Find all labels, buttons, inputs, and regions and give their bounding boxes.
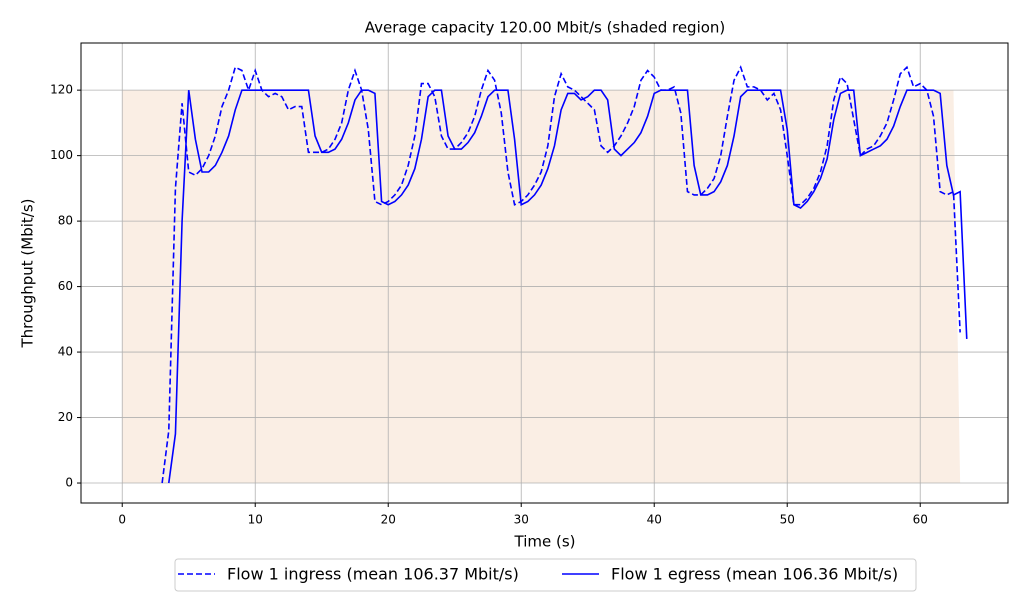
y-tick-label: 20: [58, 410, 73, 424]
x-axis-label: Time (s): [514, 533, 576, 551]
line: [161, 65, 961, 484]
legend-box: [174, 558, 917, 592]
x-tick-label: 10: [248, 513, 263, 527]
legend-label: Flow 1 egress (mean 106.36 Mbit/s): [611, 565, 898, 584]
y-tick-label: 120: [50, 83, 73, 97]
y-tick-label: 100: [50, 148, 73, 162]
y-tick-label: 40: [58, 345, 73, 359]
x-tick-label: 60: [913, 513, 928, 527]
line: [167, 89, 968, 484]
x-tick-label: 50: [780, 513, 795, 527]
chart-title: Average capacity 120.00 Mbit/s (shaded r…: [365, 19, 726, 37]
plot-frame: [80, 42, 1009, 504]
x-tick-label: 40: [647, 513, 662, 527]
x-tick-label: 0: [118, 513, 126, 527]
x-tick-label: 30: [514, 513, 529, 527]
x-tick-label: 20: [381, 513, 396, 527]
y-tick-label: 60: [58, 279, 73, 293]
y-tick-label: 0: [65, 476, 73, 490]
legend-label: Flow 1 ingress (mean 106.37 Mbit/s): [227, 565, 519, 584]
y-tick-label: 80: [58, 214, 73, 228]
y-axis-label: Throughput (Mbit/s): [19, 199, 37, 349]
